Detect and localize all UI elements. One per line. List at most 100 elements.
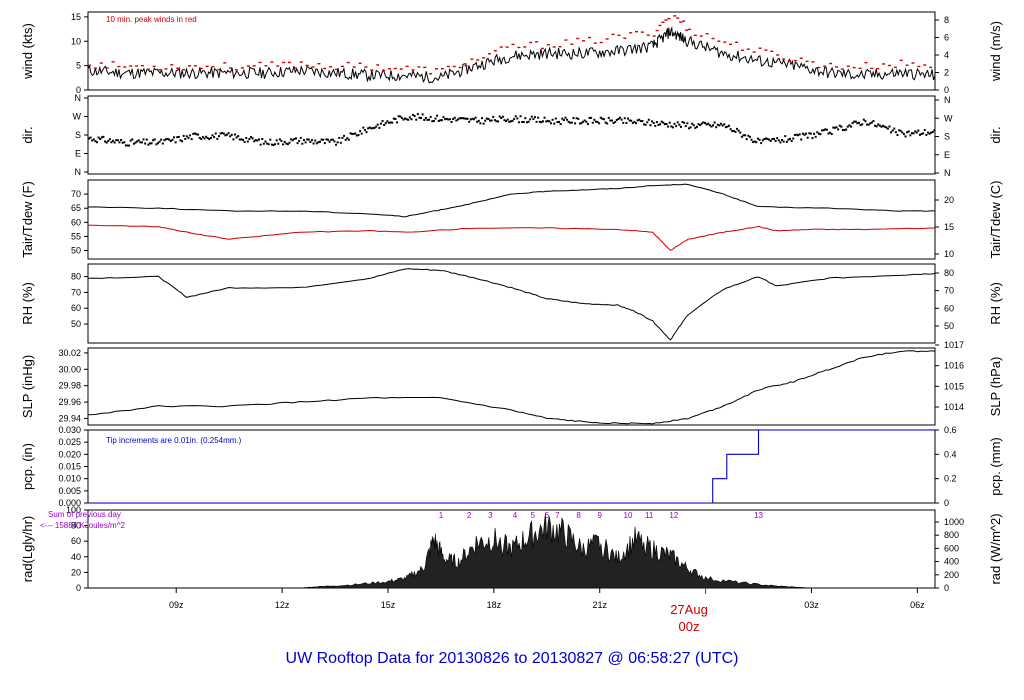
series-dir-0-point — [692, 124, 695, 127]
series-rad-0 — [88, 512, 935, 588]
series-dir-0-point — [886, 127, 889, 130]
series-dir-0-point — [277, 142, 280, 145]
series-dir-0-point — [267, 143, 270, 146]
series-dir-0-point — [833, 126, 836, 129]
series-wind-1-mark — [858, 67, 862, 70]
series-dir-0-point — [490, 119, 493, 122]
series-dir-0-point — [774, 139, 777, 142]
series-dir-0-point — [343, 134, 346, 137]
series-wind-1-mark — [758, 47, 762, 49]
series-dir-0-point — [131, 138, 134, 141]
xtick-label: 15z — [381, 600, 396, 610]
series-dir-0-point — [473, 118, 475, 121]
series-dir-0-point — [171, 138, 174, 141]
series-dir-0-point — [519, 115, 522, 118]
series-dir-0-point — [261, 137, 264, 140]
series-wind-1-mark — [835, 66, 839, 68]
series-dir-0-point — [928, 132, 931, 135]
series-dir-0-point — [256, 139, 259, 142]
series-wind-1-mark — [699, 35, 703, 37]
series-wind-1-mark — [423, 66, 427, 69]
series-dir-0-point — [253, 140, 256, 143]
series-wind-1-mark — [88, 64, 91, 66]
series-wind-1-mark — [523, 46, 527, 48]
series-dir-0-point — [418, 116, 421, 119]
series-wind-1-mark — [540, 47, 544, 50]
series-dir-0-point — [861, 123, 864, 126]
series-dir-0-point — [416, 113, 419, 116]
series-dir-0-point — [901, 131, 904, 134]
series-dir-0-point — [336, 141, 339, 144]
series-dir-0-point — [550, 122, 552, 125]
series-wind-1-mark — [752, 51, 756, 53]
series-dir-0-point — [896, 134, 899, 137]
series-wind-0 — [88, 26, 935, 84]
series-dir-0-point — [683, 121, 686, 124]
series-dir-0-point — [298, 140, 301, 143]
series-dir-0-point — [649, 124, 652, 127]
series-dir-0-point — [492, 115, 495, 118]
series-dir-0-point — [214, 132, 217, 135]
ytick-right-label-rh: 70 — [944, 286, 954, 296]
ytick-label-pcp: 0.015 — [58, 462, 81, 472]
series-dir-0-point — [445, 117, 448, 120]
series-wind-1-mark — [893, 66, 897, 68]
series-wind-1-mark — [682, 20, 686, 22]
series-dir-0-point — [776, 137, 779, 140]
series-wind-1-mark — [776, 54, 780, 56]
series-dir-0-point — [846, 125, 849, 128]
xtick-label: 03z — [804, 600, 819, 610]
series-dir-0-point — [505, 120, 508, 123]
series-dir-0-point — [452, 118, 455, 121]
series-dir-0-point — [675, 125, 678, 128]
series-wind-1-mark — [787, 59, 791, 62]
rad-hour-label: 9 — [598, 511, 603, 520]
series-dir-0-point — [691, 122, 694, 125]
series-dir-0-point — [489, 119, 492, 122]
series-wind-1-mark — [299, 61, 303, 63]
series-wind-1-mark — [673, 15, 677, 17]
series-wind-1-mark — [446, 65, 450, 68]
series-wind-1-mark — [811, 61, 815, 63]
series-dir-0-point — [319, 140, 321, 143]
ylabel-right-slp: SLP (hPa) — [988, 357, 1003, 417]
ytick-right-label-rad: 600 — [944, 543, 959, 553]
ylabel-right-rh: RH (%) — [988, 282, 1003, 325]
series-dir-0-point — [238, 138, 241, 141]
series-dir-0-point — [464, 117, 467, 120]
ytick-label-rh: 80 — [71, 272, 81, 282]
series-dir-0-point — [540, 121, 543, 124]
series-dir-0-point — [822, 129, 825, 132]
series-dir-0-point — [731, 130, 734, 133]
series-dir-0-point — [458, 117, 461, 120]
series-dir-0-point — [862, 118, 865, 121]
series-dir-0-point — [728, 124, 731, 127]
series-dir-0-point — [824, 128, 827, 131]
ytick-right-label-rad: 0 — [944, 583, 949, 593]
ytick-label-rad: 80 — [71, 521, 81, 531]
series-dir-0-point — [97, 136, 100, 139]
series-dir-0-point — [723, 123, 726, 126]
ytick-label-dir: E — [75, 149, 81, 159]
series-wind-1-mark — [93, 67, 97, 69]
series-dir-0-point — [463, 117, 466, 120]
series-dir-0-point — [548, 120, 551, 123]
series-dir-0-point — [367, 127, 370, 130]
series-dir-0-point — [737, 129, 740, 132]
series-dir-0-point — [222, 132, 225, 135]
series-dir-0-point — [165, 138, 167, 141]
series-dir-0-point — [574, 122, 577, 125]
series-wind-1-mark — [717, 40, 721, 42]
series-dir-0-point — [333, 140, 336, 143]
series-dir-0-point — [229, 135, 232, 138]
series-dir-0-point — [439, 119, 442, 122]
series-dir-0-point — [156, 142, 159, 145]
series-dir-0-point — [88, 137, 90, 140]
series-dir-0-point — [517, 121, 520, 124]
series-wind-1-mark — [170, 64, 174, 66]
series-dir-0-point — [153, 138, 156, 141]
series-dir-0-point — [545, 120, 548, 123]
series-dir-0-point — [784, 135, 787, 138]
panel-frame-wind — [87, 11, 936, 91]
series-dir-0-point — [768, 138, 771, 141]
